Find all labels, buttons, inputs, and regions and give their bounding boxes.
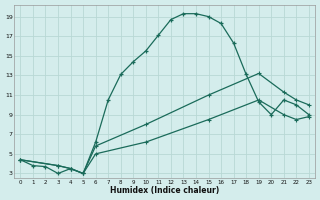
X-axis label: Humidex (Indice chaleur): Humidex (Indice chaleur) [110,186,219,195]
